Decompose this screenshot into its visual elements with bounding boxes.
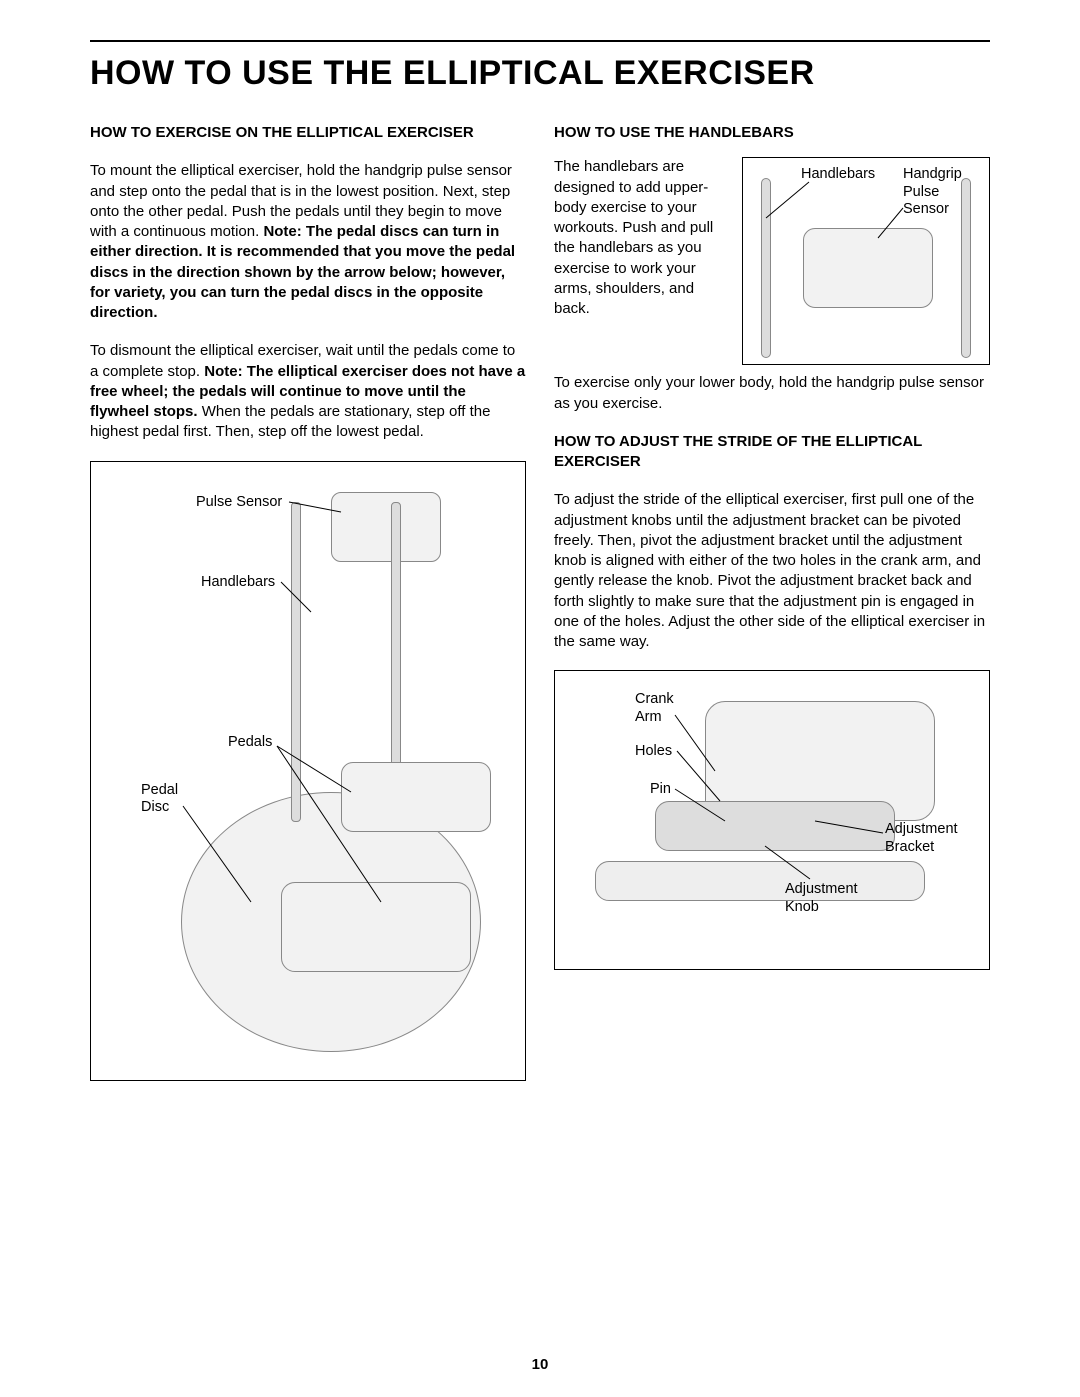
right-figure-1-leaders (743, 158, 989, 364)
left-figure: Pulse Sensor Handlebars Pedals Pedal Dis… (90, 461, 526, 1081)
top-rule (90, 40, 990, 42)
left-figure-leaders (91, 462, 525, 1080)
page: HOW TO USE THE ELLIPTICAL EXERCISER HOW … (0, 0, 1080, 1397)
page-number: 10 (0, 1356, 1080, 1373)
left-heading-1: HOW TO EXERCISE ON THE ELLIPTICAL EXERCI… (90, 123, 526, 143)
right-figure-2: Crank Arm Holes Pin Adjustment Bracket A… (554, 670, 990, 970)
right-figure-1: Handlebars Handgrip Pulse Sensor (742, 157, 990, 365)
left-para-1: To mount the elliptical exerciser, hold … (90, 161, 526, 323)
right-column: HOW TO USE THE HANDLEBARS Handlebars Han… (554, 123, 990, 1081)
left-para-2: To dismount the elliptical exerciser, wa… (90, 341, 526, 442)
right-heading-1: HOW TO USE THE HANDLEBARS (554, 123, 990, 143)
right-para-2: To exercise only your lower body, hold t… (554, 373, 990, 414)
columns: HOW TO EXERCISE ON THE ELLIPTICAL EXERCI… (90, 123, 990, 1081)
left-column: HOW TO EXERCISE ON THE ELLIPTICAL EXERCI… (90, 123, 526, 1081)
right-figure-2-leaders (555, 671, 989, 969)
right-para-3: To adjust the stride of the elliptical e… (554, 490, 990, 652)
right-heading-2: HOW TO ADJUST THE STRIDE OF THE ELLIPTIC… (554, 432, 990, 473)
right-row-1: Handlebars Handgrip Pulse Sensor The han… (554, 157, 990, 373)
page-title: HOW TO USE THE ELLIPTICAL EXERCISER (90, 54, 990, 93)
